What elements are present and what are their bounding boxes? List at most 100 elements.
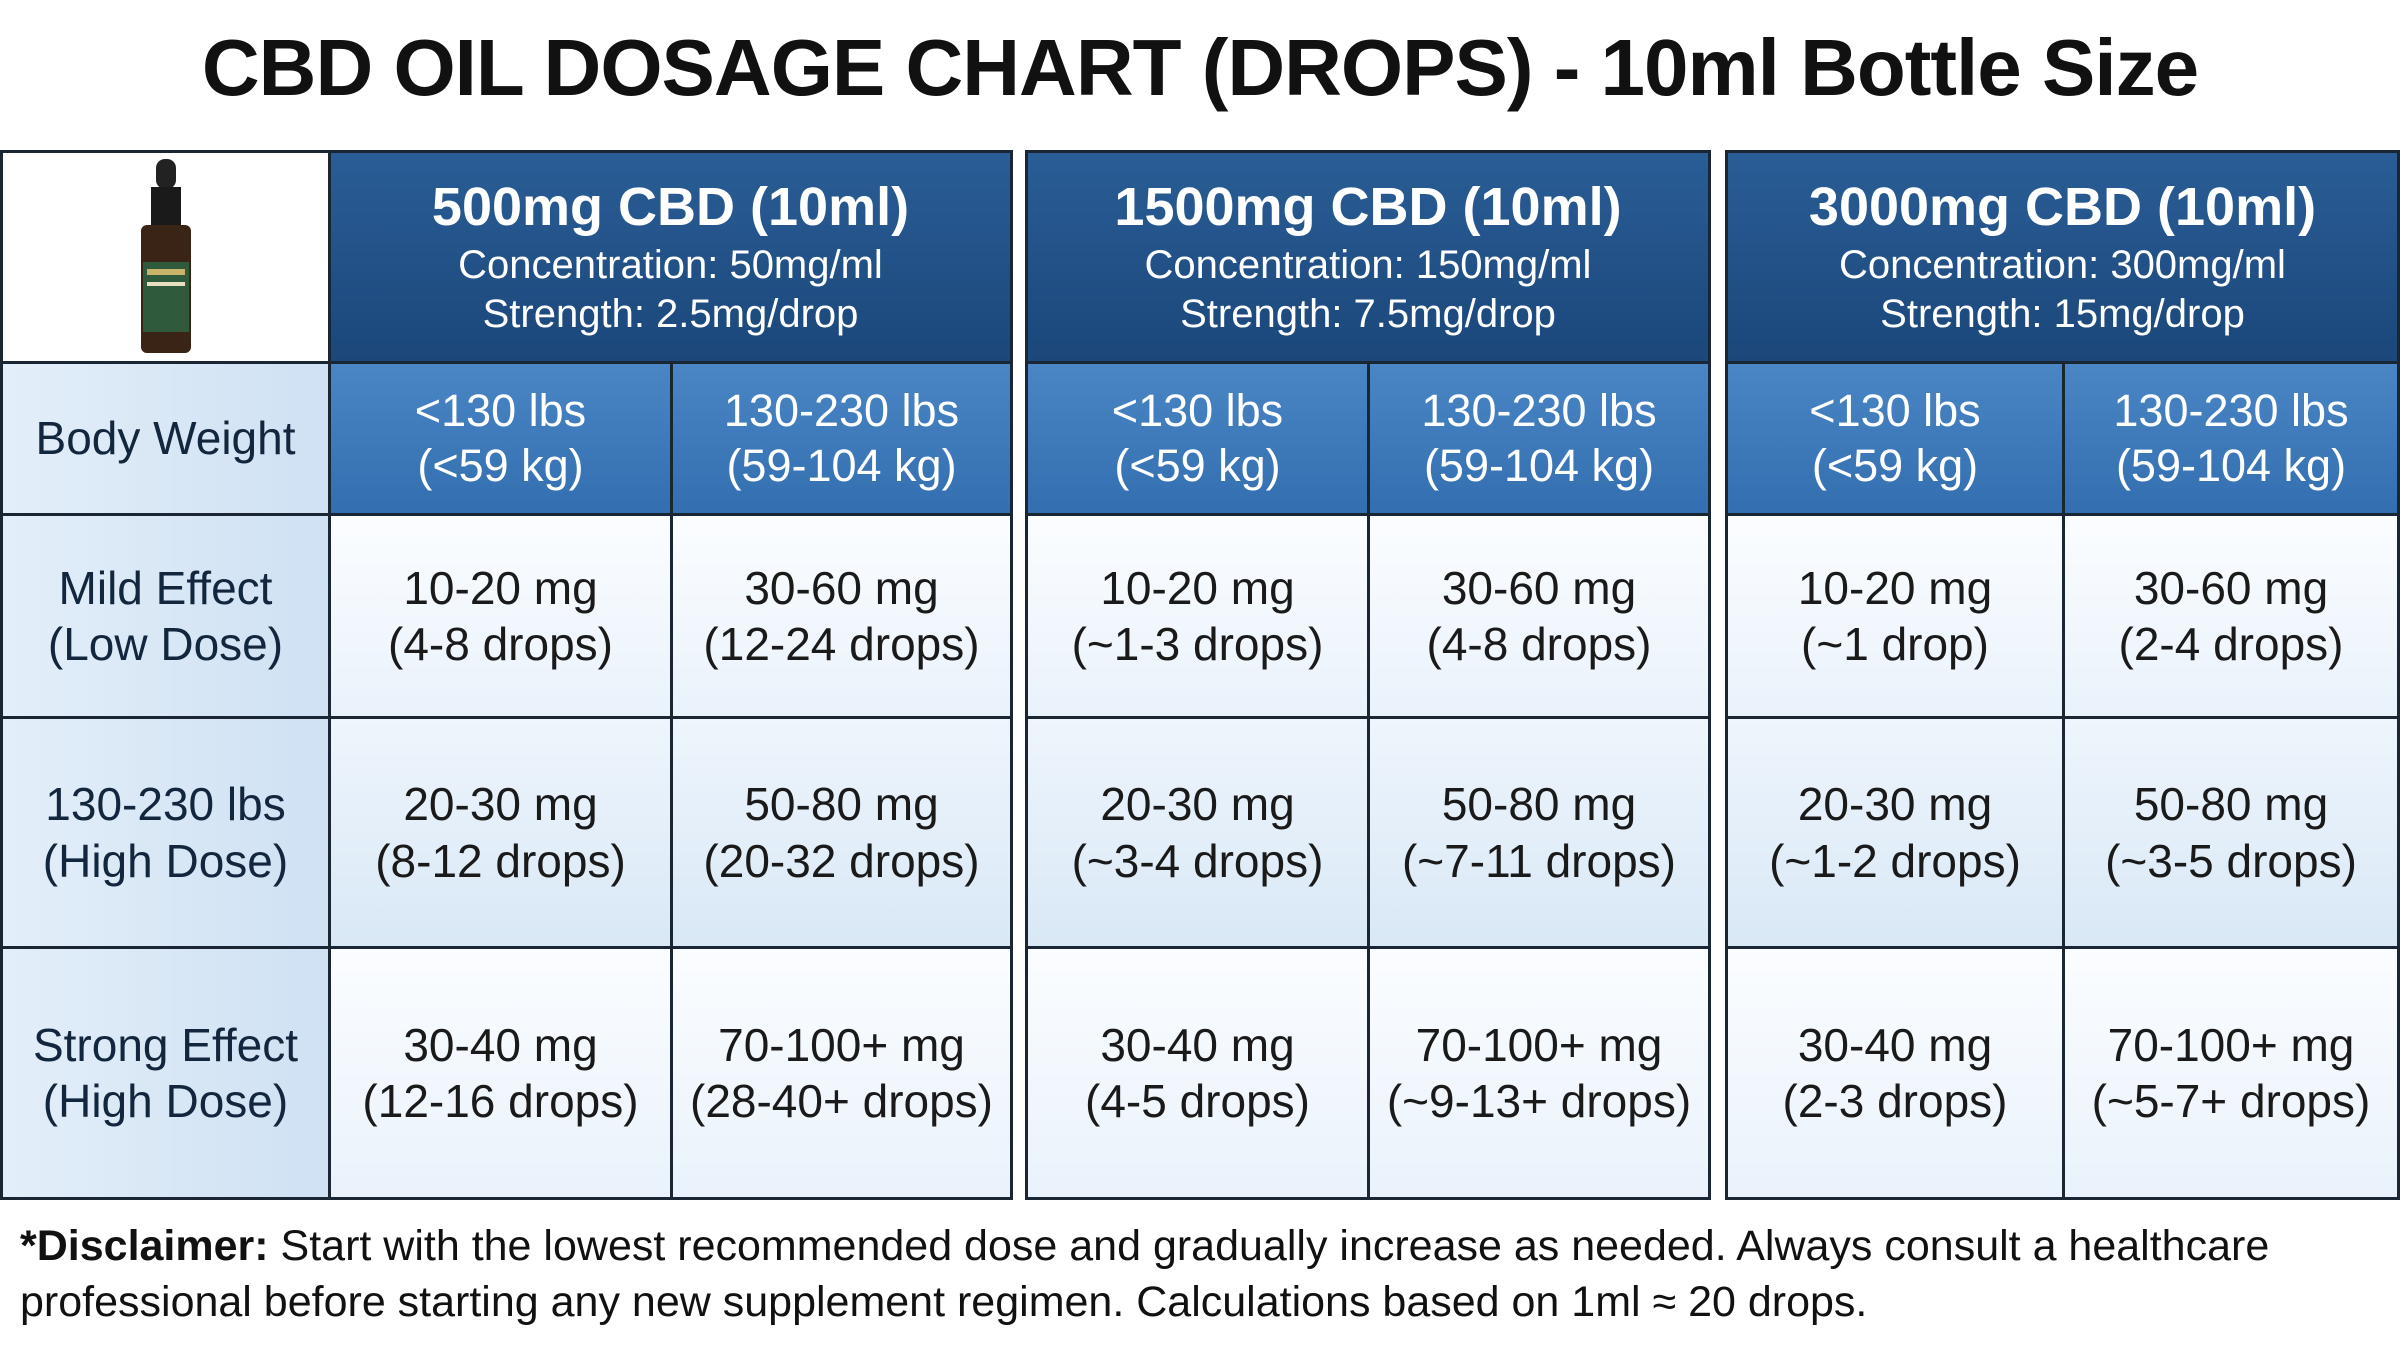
dose-cell: 20-30 mg (~1-2 drops) — [1725, 716, 2065, 949]
dose-text: (28-40+ drops) — [690, 1075, 993, 1127]
weight-text: (59-104 kg) — [726, 439, 957, 491]
dose-cell: 30-60 mg (2-4 drops) — [2062, 513, 2400, 719]
dose-text: (~1-3 drops) — [1071, 618, 1324, 670]
dose-text: (8-12 drops) — [375, 834, 626, 887]
weight-text: <130 lbs — [1111, 384, 1284, 436]
dose-text: 30-40 mg — [1100, 1018, 1295, 1071]
weight-text: (<59 kg) — [417, 439, 584, 491]
dose-text: 30-60 mg — [2133, 561, 2329, 614]
weight-text: <130 lbs — [1809, 384, 1981, 436]
dose-text: (~9-13+ drops) — [1386, 1075, 1692, 1127]
dose-text: 20-30 mg — [1797, 778, 1993, 831]
dose-text: 50-80 mg — [744, 778, 939, 831]
dose-text: (2-4 drops) — [2118, 618, 2344, 670]
product-name: 3000mg CBD (10ml) — [1808, 177, 2317, 238]
disclaimer: *Disclaimer: Start with the lowest recom… — [20, 1218, 2380, 1330]
dose-text: (~7-11 drops) — [1401, 834, 1676, 887]
dose-text: (4-5 drops) — [1085, 1075, 1310, 1127]
dose-text: (~3-4 drops) — [1071, 834, 1324, 887]
dose-text: (12-16 drops) — [362, 1075, 639, 1127]
row-label: 130-230 lbs — [45, 778, 286, 831]
dose-cell: 70-100+ mg (28-40+ drops) — [670, 946, 1013, 1200]
row-label-cell: 130-230 lbs (High Dose) — [0, 716, 331, 949]
dose-text: 50-80 mg — [2133, 778, 2329, 831]
dose-cell: 20-30 mg (8-12 drops) — [328, 716, 673, 949]
dose-text: (2-3 drops) — [1782, 1075, 2008, 1127]
dose-cell: 50-80 mg (~7-11 drops) — [1367, 716, 1711, 949]
dose-cell: 70-100+ mg (~9-13+ drops) — [1367, 946, 1711, 1200]
product-concentration: Concentration: 300mg/ml — [1839, 243, 2286, 288]
dose-text: 10-20 mg — [1100, 561, 1295, 614]
dose-cell: 30-40 mg (12-16 drops) — [328, 946, 673, 1200]
weight-cell: <130 lbs (<59 kg) — [1025, 361, 1370, 516]
row-label: Strong Effect — [32, 1018, 299, 1071]
dose-text: 10-20 mg — [1797, 561, 1993, 614]
disclaimer-label: *Disclaimer: — [20, 1222, 269, 1270]
dose-cell: 30-40 mg (4-5 drops) — [1025, 946, 1370, 1200]
product-strength: Strength: 7.5mg/drop — [1180, 291, 1556, 336]
dose-text: 30-40 mg — [1797, 1018, 1993, 1071]
disclaimer-text: Start with the lowest recommended dose a… — [20, 1222, 2270, 1326]
dose-cell: 20-30 mg (~3-4 drops) — [1025, 716, 1370, 949]
product-image — [0, 150, 331, 364]
dose-cell: 10-20 mg (~1-3 drops) — [1025, 513, 1370, 719]
dose-text: 30-60 mg — [1441, 561, 1637, 614]
dose-text: 20-30 mg — [1100, 778, 1295, 831]
product-header: 3000mg CBD (10ml) Concentration: 300mg/ml… — [1725, 150, 2400, 364]
title: CBD OIL DOSAGE CHART (DROPS) - 10ml Bott… — [201, 23, 2199, 112]
dose-text: 30-60 mg — [744, 561, 939, 614]
bottle-icon — [140, 159, 191, 353]
product-concentration: Concentration: 150mg/ml — [1144, 243, 1592, 288]
dose-cell: 10-20 mg (4-8 drops) — [328, 513, 673, 719]
dose-text: 20-30 mg — [403, 778, 598, 831]
dose-text: 10-20 mg — [403, 561, 598, 614]
weight-text: 130-230 lbs — [723, 384, 960, 436]
dose-text: (~1 drop) — [1801, 618, 1989, 670]
dose-text: (20-32 drops) — [703, 834, 980, 887]
product-header: 500mg CBD (10ml) Concentration: 50mg/ml St… — [328, 150, 1013, 364]
dose-cell: 50-80 mg (20-32 drops) — [670, 716, 1013, 949]
weight-text: (59-104 kg) — [2115, 439, 2347, 491]
dose-text: 50-80 mg — [1441, 778, 1637, 831]
row-label: Mild Effect — [58, 561, 273, 614]
dose-text: (~5-7+ drops) — [2091, 1075, 2371, 1127]
dose-text: 70-100+ mg — [1415, 1018, 1663, 1071]
dose-text: 70-100+ mg — [718, 1018, 965, 1071]
product-name: 1500mg CBD (10ml) — [1114, 177, 1622, 238]
weight-text: <130 lbs — [414, 384, 587, 436]
dose-cell: 30-40 mg (2-3 drops) — [1725, 946, 2065, 1200]
row-label: (High Dose) — [42, 834, 289, 887]
row-label-cell: Strong Effect (High Dose) — [0, 946, 331, 1200]
row-label-cell: Mild Effect (Low Dose) — [0, 513, 331, 719]
row-label: (Low Dose) — [47, 618, 284, 670]
weight-text: 130-230 lbs — [1421, 384, 1657, 436]
weight-text: (59-104 kg) — [1423, 439, 1655, 491]
weight-cell: 130-230 lbs (59-104 kg) — [2062, 361, 2400, 516]
product-concentration: Concentration: 50mg/ml — [458, 243, 883, 288]
dose-text: 70-100+ mg — [2107, 1018, 2355, 1071]
dose-cell: 50-80 mg (~3-5 drops) — [2062, 716, 2400, 949]
product-strength: Strength: 2.5mg/drop — [482, 291, 859, 336]
weight-text: (<59 kg) — [1114, 439, 1281, 491]
dose-text: (~1-2 drops) — [1769, 834, 2021, 887]
weight-cell: 130-230 lbs (59-104 kg) — [1367, 361, 1711, 516]
dose-text: (4-8 drops) — [1426, 618, 1652, 670]
product-header: 1500mg CBD (10ml) Concentration: 150mg/ml… — [1025, 150, 1711, 364]
weight-cell: <130 lbs (<59 kg) — [1725, 361, 2065, 516]
dose-cell: 10-20 mg (~1 drop) — [1725, 513, 2065, 719]
weight-label: Body Weight — [35, 412, 296, 465]
product-name: 500mg CBD (10ml) — [431, 177, 910, 238]
row-label: (High Dose) — [42, 1075, 289, 1127]
weight-label-cell: Body Weight — [0, 361, 331, 516]
dose-cell: 30-60 mg (12-24 drops) — [670, 513, 1013, 719]
dose-text: (4-8 drops) — [388, 618, 613, 670]
product-strength: Strength: 15mg/drop — [1880, 291, 2245, 336]
dose-text: 30-40 mg — [403, 1018, 598, 1071]
dose-cell: 30-60 mg (4-8 drops) — [1367, 513, 1711, 719]
weight-cell: <130 lbs (<59 kg) — [328, 361, 673, 516]
weight-cell: 130-230 lbs (59-104 kg) — [670, 361, 1013, 516]
dose-text: (~3-5 drops) — [2105, 834, 2357, 887]
weight-text: 130-230 lbs — [2113, 384, 2349, 436]
dose-cell: 70-100+ mg (~5-7+ drops) — [2062, 946, 2400, 1200]
